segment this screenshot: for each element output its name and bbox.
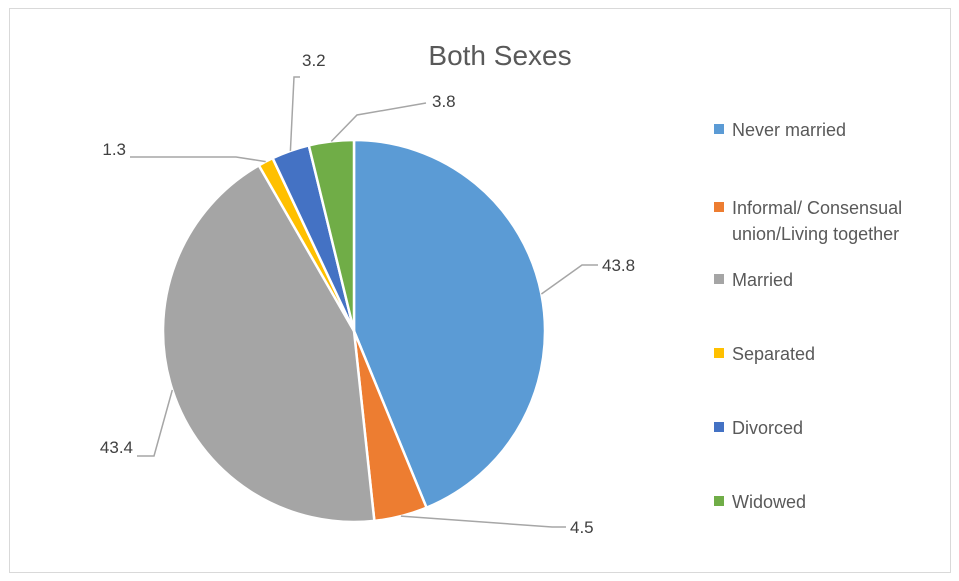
legend-label: Separated xyxy=(732,344,815,364)
leader-line-divorced xyxy=(289,76,300,151)
leader-line-informal-consensual-union-living-together xyxy=(400,515,566,528)
legend-label: union/Living together xyxy=(732,224,899,244)
legend-label: Informal/ Consensual xyxy=(732,198,902,218)
legend-swatch xyxy=(714,124,724,134)
data-label-informal-consensual-union-living-together: 4.5 xyxy=(570,518,594,537)
legend-swatch xyxy=(714,422,724,432)
chart-title: Both Sexes xyxy=(428,40,571,71)
legend: Never married Informal/ Consensual union/L… xyxy=(714,120,902,512)
pie-slice-never-married xyxy=(352,138,547,510)
data-label-widowed: 3.8 xyxy=(432,92,456,111)
pie-slices xyxy=(161,138,547,524)
leader-line-separated xyxy=(130,156,266,163)
leader-line-never-married xyxy=(540,264,598,295)
legend-label: Divorced xyxy=(732,418,803,438)
data-label-married: 43.4 xyxy=(100,438,133,457)
legend-item-never-married: Never married xyxy=(714,120,846,140)
pie-slice-widowed xyxy=(307,138,356,332)
data-labels: 43.8 4.5 43.4 1.3 3.2 3.8 xyxy=(100,51,635,537)
legend-label: Married xyxy=(732,270,793,290)
data-label-separated: 1.3 xyxy=(102,140,126,159)
legend-item-widowed: Widowed xyxy=(714,492,806,512)
leader-line-widowed xyxy=(330,102,427,142)
legend-swatch xyxy=(714,496,724,506)
legend-label: Never married xyxy=(732,120,846,140)
legend-item-informal-consensual-union-living-together: Informal/ Consensual union/Living togethe… xyxy=(714,198,902,244)
legend-swatch xyxy=(714,348,724,358)
legend-label: Widowed xyxy=(732,492,806,512)
leader-lines xyxy=(130,76,598,528)
legend-swatch xyxy=(714,274,724,284)
data-label-never-married: 43.8 xyxy=(602,256,635,275)
data-label-divorced: 3.2 xyxy=(302,51,326,70)
legend-item-divorced: Divorced xyxy=(714,418,803,438)
legend-swatch xyxy=(714,202,724,212)
legend-item-separated: Separated xyxy=(714,344,815,364)
leader-line-married xyxy=(137,389,174,457)
legend-item-married: Married xyxy=(714,270,793,290)
